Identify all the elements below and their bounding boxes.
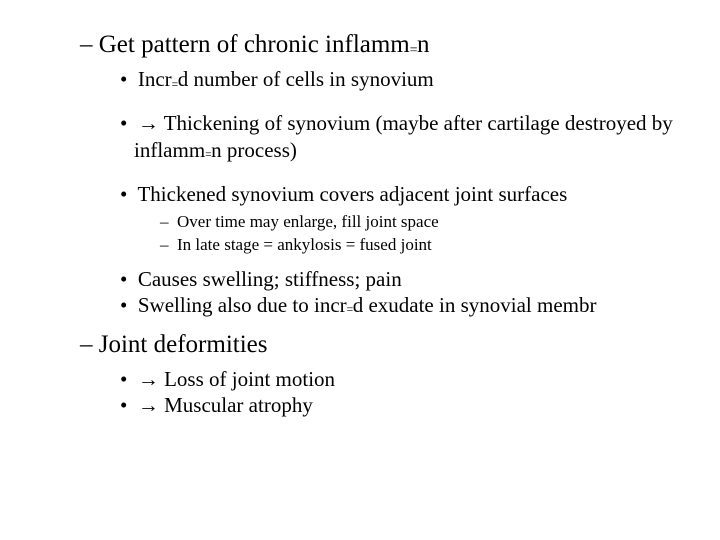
text: In late stage = ankylosis = fused joint [177, 235, 432, 254]
l2-swelling-due: • Swelling also due to incr=d exudate in… [120, 292, 680, 318]
text: Joint deformities [99, 331, 268, 358]
subscript: = [410, 42, 417, 57]
dot-bullet: • [120, 111, 127, 135]
dot-bullet: • [120, 293, 127, 317]
subscript: = [172, 79, 178, 91]
dot-bullet: • [120, 393, 127, 417]
l2-loss-motion: • → Loss of joint motion [120, 366, 680, 392]
dot-bullet: • [120, 367, 127, 391]
text: Muscular atrophy [159, 393, 313, 417]
arrow-icon: → [138, 393, 159, 417]
subscript: = [347, 304, 353, 316]
dot-bullet: • [120, 182, 127, 206]
l3-enlarge: – Over time may enlarge, fill joint spac… [160, 211, 680, 232]
l2-incr-cells: • Incr=d number of cells in synovium [120, 66, 680, 92]
text: Causes swelling; stiffness; pain [138, 267, 402, 291]
l2-muscular-atrophy: • → Muscular atrophy [120, 392, 680, 418]
text: Loss of joint motion [159, 367, 335, 391]
text: d number of cells in synovium [178, 67, 434, 91]
text: n process) [211, 138, 297, 162]
text: Incr [138, 67, 172, 91]
text: Get pattern of chronic inflamm [99, 31, 410, 58]
dot-bullet: • [120, 67, 127, 91]
dash-bullet: – [160, 235, 169, 254]
l2-causes: • Causes swelling; stiffness; pain [120, 266, 680, 292]
dash-bullet: – [80, 31, 93, 58]
dash-bullet: – [160, 212, 169, 231]
subscript: = [205, 149, 211, 161]
dot-bullet: • [120, 267, 127, 291]
text: Over time may enlarge, fill joint space [177, 212, 439, 231]
l2-thickening: • → Thickening of synovium (maybe after … [120, 110, 680, 163]
l3-ankylosis: – In late stage = ankylosis = fused join… [160, 234, 680, 255]
arrow-icon: → [138, 111, 159, 135]
arrow-icon: → [138, 367, 159, 391]
text: n [417, 31, 430, 58]
l1-joint-deformities: – Joint deformities [80, 330, 680, 360]
l1-chronic-inflammation: – Get pattern of chronic inflamm=n [80, 30, 680, 60]
slide: – Get pattern of chronic inflamm=n • Inc… [0, 0, 720, 540]
text: Swelling also due to incr [138, 293, 347, 317]
text: d exudate in synovial membr [353, 293, 597, 317]
text: Thickened synovium covers adjacent joint… [137, 182, 567, 206]
dash-bullet: – [80, 331, 93, 358]
l2-thickened-covers: • Thickened synovium covers adjacent joi… [120, 181, 680, 207]
